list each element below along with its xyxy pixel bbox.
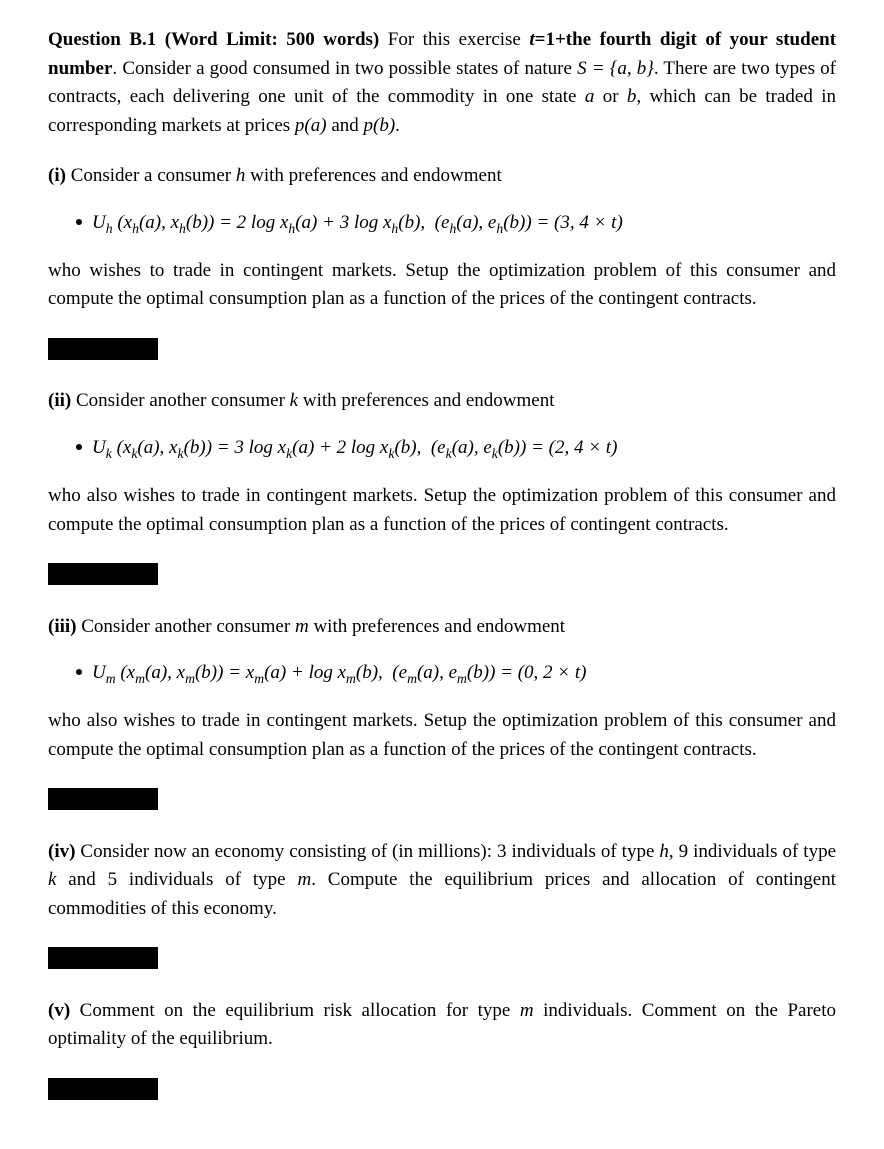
question-intro: Question B.1 (Word Limit: 500 words) For…	[48, 26, 836, 140]
part-ii-follow: who also wishes to trade in contingent m…	[48, 482, 836, 539]
bullet-icon	[76, 669, 82, 675]
part-iii-formula-row: Um (xm(a), xm(b)) = xm(a) + log xm(b), (…	[48, 659, 836, 689]
part-iv-text-1: Consider now an economy consisting of (i…	[75, 841, 659, 862]
part-ii-text-1: Consider another consumer	[71, 390, 289, 411]
bullet-icon	[76, 219, 82, 225]
part-iv-text-2: , 9 individuals of type	[669, 841, 836, 862]
var-h: h	[236, 165, 246, 186]
part-i-follow: who wishes to trade in contingent market…	[48, 257, 836, 314]
part-iii-heading: (iii) Consider another consumer m with p…	[48, 613, 836, 642]
part-iii-text-1: Consider another consumer	[77, 616, 295, 637]
var-m-iv: m	[297, 869, 311, 890]
part-iii-text-2: with preferences and endowment	[309, 616, 565, 637]
part-iv-text-3: and 5 individuals of type	[56, 869, 297, 890]
part-v-heading: (v) Comment on the equilibrium risk allo…	[48, 997, 836, 1054]
part-i-text-2: with preferences and endowment	[245, 165, 501, 186]
math-pb: p(b)	[364, 115, 396, 136]
math-S: S = {a, b}	[577, 58, 654, 79]
part-i-label: (i)	[48, 165, 66, 186]
bullet-icon	[76, 444, 82, 450]
redacted-block	[48, 1078, 158, 1100]
part-ii-label: (ii)	[48, 390, 71, 411]
part-i-formula: Uh (xh(a), xh(b)) = 2 log xh(a) + 3 log …	[92, 209, 623, 239]
part-iii-label: (iii)	[48, 616, 77, 637]
part-iii-follow: who also wishes to trade in contingent m…	[48, 707, 836, 764]
part-iv-heading: (iv) Consider now an economy consisting …	[48, 838, 836, 924]
math-a: a	[585, 86, 595, 107]
var-h-iv: h	[659, 841, 669, 862]
part-ii-text-2: with preferences and endowment	[298, 390, 554, 411]
part-iii-formula: Um (xm(a), xm(b)) = xm(a) + log xm(b), (…	[92, 659, 586, 689]
math-b: b	[627, 86, 637, 107]
intro-end: .	[395, 115, 400, 136]
part-ii-formula-row: Uk (xk(a), xk(b)) = 3 log xk(a) + 2 log …	[48, 434, 836, 464]
part-v-text-1: Comment on the equilibrium risk allocati…	[70, 1000, 520, 1021]
part-i-formula-row: Uh (xh(a), xh(b)) = 2 log xh(a) + 3 log …	[48, 209, 836, 239]
part-ii-formula: Uk (xk(a), xk(b)) = 3 log xk(a) + 2 log …	[92, 434, 617, 464]
intro-text-1: For this exercise	[388, 29, 530, 50]
intro-and: and	[327, 115, 364, 136]
var-m-v: m	[520, 1000, 534, 1021]
question-label: Question B.1 (Word Limit: 500 words)	[48, 29, 379, 50]
var-k: k	[290, 390, 298, 411]
part-ii-heading: (ii) Consider another consumer k with pr…	[48, 387, 836, 416]
redacted-block	[48, 947, 158, 969]
part-v-label: (v)	[48, 1000, 70, 1021]
part-iv-label: (iv)	[48, 841, 75, 862]
part-i-text-1: Consider a consumer	[66, 165, 236, 186]
redacted-block	[48, 338, 158, 360]
redacted-block	[48, 788, 158, 810]
math-pa: p(a)	[295, 115, 327, 136]
redacted-block	[48, 563, 158, 585]
intro-or: or	[594, 86, 627, 107]
var-m: m	[295, 616, 309, 637]
part-i-heading: (i) Consider a consumer h with preferenc…	[48, 162, 836, 191]
intro-text-2: . Consider a good consumed in two possib…	[112, 58, 577, 79]
